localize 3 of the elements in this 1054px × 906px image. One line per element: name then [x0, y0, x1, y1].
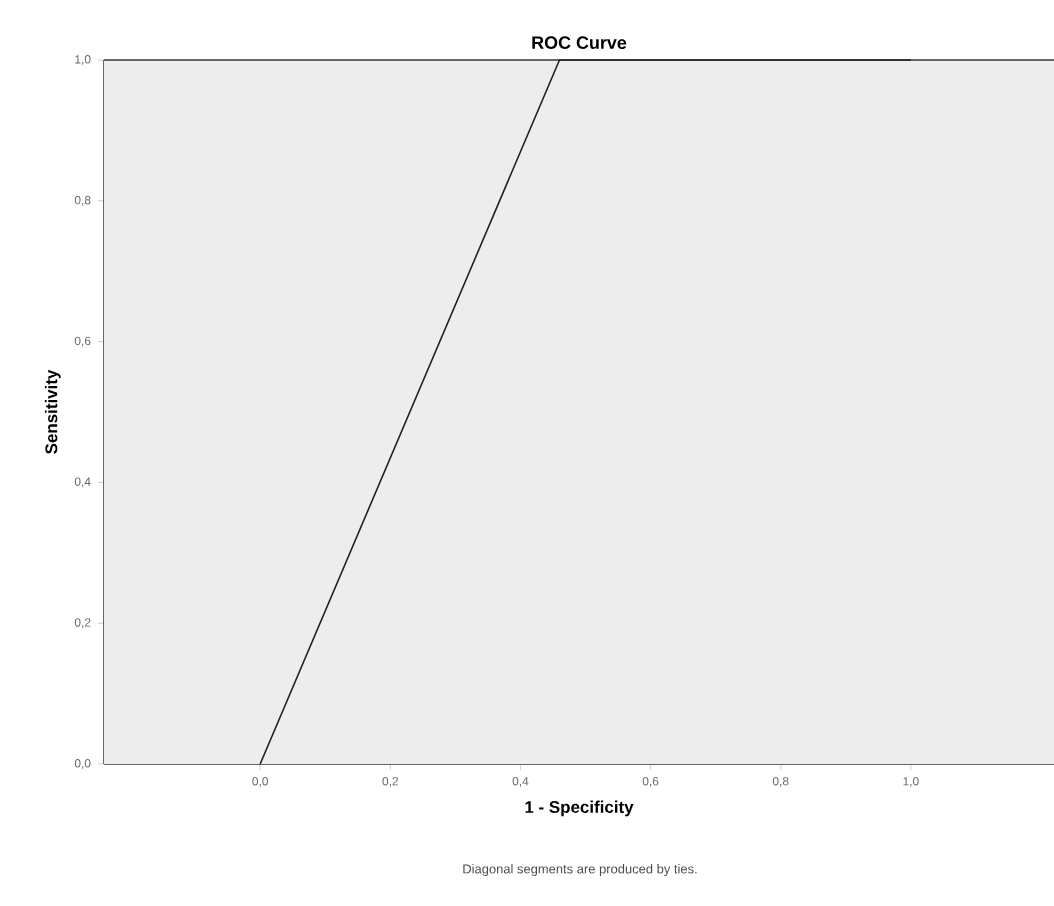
chart-title: ROC Curve [532, 36, 627, 49]
y-axis-title: Sensitivity [44, 369, 61, 454]
x-axis-title: 1 - Specificity [525, 800, 634, 817]
